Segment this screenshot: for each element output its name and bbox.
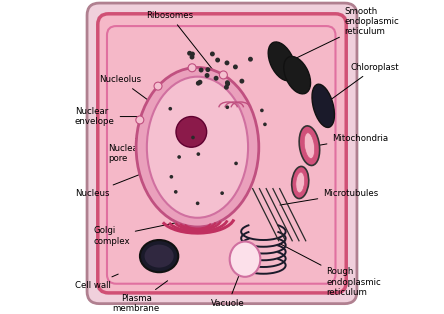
Ellipse shape [284, 57, 310, 94]
Text: Golgi
complex: Golgi complex [93, 221, 182, 246]
Circle shape [205, 73, 210, 78]
Circle shape [225, 81, 230, 86]
Text: Nuclear
envelope: Nuclear envelope [75, 107, 149, 126]
Circle shape [248, 57, 253, 62]
Ellipse shape [140, 240, 178, 272]
Ellipse shape [230, 241, 260, 277]
Circle shape [224, 85, 229, 90]
Circle shape [154, 82, 162, 90]
FancyBboxPatch shape [98, 14, 346, 293]
Circle shape [170, 175, 173, 179]
Ellipse shape [299, 126, 320, 165]
Text: Chloroplast: Chloroplast [322, 63, 400, 106]
Ellipse shape [296, 172, 305, 193]
Circle shape [197, 152, 200, 156]
Circle shape [220, 191, 224, 195]
Text: Rough
endoplasmic
reticulum: Rough endoplasmic reticulum [280, 244, 381, 297]
Circle shape [176, 116, 206, 147]
Text: Plasma
membrane: Plasma membrane [112, 281, 168, 313]
Text: Ribosomes: Ribosomes [146, 11, 214, 71]
Circle shape [190, 55, 194, 60]
Circle shape [226, 106, 229, 109]
Circle shape [198, 68, 204, 73]
Circle shape [260, 109, 264, 112]
Ellipse shape [292, 166, 309, 198]
Text: Cell wall: Cell wall [75, 274, 118, 290]
Circle shape [177, 155, 181, 159]
Circle shape [188, 64, 196, 72]
Circle shape [225, 60, 230, 65]
Circle shape [136, 116, 144, 124]
Circle shape [198, 80, 202, 85]
Circle shape [206, 67, 210, 72]
Circle shape [191, 136, 195, 139]
Ellipse shape [136, 68, 259, 227]
FancyBboxPatch shape [87, 3, 357, 304]
Text: Nucleus: Nucleus [75, 170, 152, 198]
Circle shape [168, 107, 172, 111]
Text: Microtubules: Microtubules [280, 189, 378, 205]
Ellipse shape [312, 84, 334, 127]
Circle shape [233, 64, 238, 69]
Ellipse shape [147, 77, 248, 218]
Circle shape [225, 80, 230, 85]
Ellipse shape [268, 42, 295, 81]
Circle shape [239, 79, 244, 84]
FancyBboxPatch shape [107, 26, 336, 284]
Text: Smooth
endoplasmic
reticulum: Smooth endoplasmic reticulum [292, 7, 400, 60]
Circle shape [196, 81, 201, 86]
Ellipse shape [145, 245, 174, 268]
Text: Nucleolus: Nucleolus [99, 75, 189, 130]
Text: Mitochondria: Mitochondria [311, 133, 388, 147]
Circle shape [190, 51, 195, 57]
Circle shape [210, 51, 215, 57]
Circle shape [215, 57, 220, 62]
Circle shape [214, 76, 218, 81]
Text: Nuclear
pore: Nuclear pore [108, 94, 168, 163]
Circle shape [219, 71, 227, 79]
Circle shape [263, 122, 267, 126]
Text: Vacuole: Vacuole [211, 266, 245, 308]
Circle shape [196, 202, 199, 205]
Circle shape [174, 190, 178, 194]
Ellipse shape [304, 133, 315, 159]
Circle shape [234, 162, 238, 165]
Circle shape [187, 51, 192, 56]
